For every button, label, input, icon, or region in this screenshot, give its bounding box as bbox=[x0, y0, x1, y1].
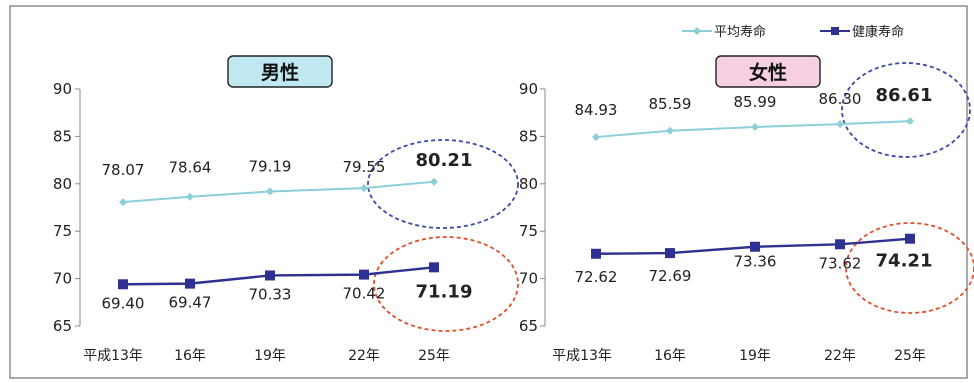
female-chart-title: 女性 bbox=[749, 61, 787, 84]
male-y-tick-label: 75 bbox=[53, 222, 72, 240]
male-title-badge: 男性 bbox=[227, 55, 333, 88]
male-healthy-data-label: 69.47 bbox=[169, 294, 212, 312]
female-y-tick-label: 65 bbox=[519, 317, 538, 335]
legend: 平均寿命 健康寿命 bbox=[682, 24, 904, 40]
female-healthy-point bbox=[905, 233, 915, 244]
male-y-tick-label: 85 bbox=[53, 127, 72, 145]
female-x-tick-label: 22年 bbox=[824, 348, 856, 364]
male-x-tick-label: 19年 bbox=[254, 348, 286, 364]
male-healthy-point bbox=[359, 269, 369, 280]
female-avg-data-label: 85.99 bbox=[734, 93, 777, 111]
male-avg-data-label: 79.19 bbox=[249, 157, 292, 175]
male-y-tick-label: 65 bbox=[53, 317, 72, 335]
female-avg-data-label: 85.59 bbox=[649, 95, 692, 113]
male-avg-point bbox=[266, 187, 274, 196]
legend-healthy-label: 健康寿命 bbox=[852, 24, 904, 40]
male-chart-title: 男性 bbox=[261, 61, 299, 84]
male-y-tick-label: 90 bbox=[53, 80, 72, 98]
female-avg-point bbox=[906, 117, 914, 126]
female-badge-box bbox=[715, 55, 821, 88]
male-avg-point bbox=[360, 184, 368, 193]
charts-layer: 90 85 80 75 70 65 平成13年 16年 19年 22年 25年 78.07 78.64 7… bbox=[53, 80, 933, 364]
female-healthy-highlight-ellipse bbox=[845, 222, 974, 314]
female-avg-highlight-ellipse bbox=[841, 62, 971, 158]
male-avg-point bbox=[430, 177, 438, 186]
female-avg-point bbox=[592, 133, 600, 142]
female-healthy-point bbox=[750, 241, 760, 252]
male-x-tick-label: 22年 bbox=[348, 348, 380, 364]
female-healthy-data-label: 73.62 bbox=[819, 254, 862, 272]
male-healthy-point bbox=[265, 270, 275, 281]
male-avg-data-label: 79.55 bbox=[343, 158, 386, 176]
female-x-tick-label: 25年 bbox=[894, 348, 926, 364]
male-healthy-highlight-ellipse bbox=[373, 236, 519, 332]
male-avg-data-label: 78.07 bbox=[102, 161, 145, 179]
male-x-tick-label: 16年 bbox=[174, 348, 206, 364]
male-avg-highlight-ellipse bbox=[367, 139, 519, 229]
female-healthy-data-label: 73.36 bbox=[734, 253, 777, 271]
male-badge-box bbox=[227, 55, 333, 88]
female-x-tick-label: 19年 bbox=[739, 348, 771, 364]
male-x-tick-label: 25年 bbox=[418, 348, 450, 364]
female-y-tick-label: 75 bbox=[519, 222, 538, 240]
male-avg-point bbox=[186, 192, 194, 201]
female-y-tick-label: 90 bbox=[519, 80, 538, 98]
legend-avg-label: 平均寿命 bbox=[714, 24, 766, 40]
male-healthy-data-label: 70.42 bbox=[343, 285, 386, 303]
female-healthy-point bbox=[591, 248, 601, 259]
male-healthy-data-label: 71.19 bbox=[416, 281, 473, 302]
male-healthy-point bbox=[429, 262, 439, 273]
female-healthy-point bbox=[665, 248, 675, 259]
female-healthy-data-label: 74.21 bbox=[876, 251, 933, 272]
female-x-tick-label: 平成13年 bbox=[552, 348, 612, 364]
male-y-tick-label: 70 bbox=[53, 270, 72, 288]
female-healthy-data-label: 72.62 bbox=[575, 268, 618, 286]
legend-healthy-marker bbox=[831, 27, 839, 35]
male-avg-data-label: 80.21 bbox=[416, 150, 473, 171]
female-y-tick-label: 85 bbox=[519, 127, 538, 145]
female-avg-data-label: 84.93 bbox=[575, 101, 618, 119]
male-avg-point bbox=[119, 198, 127, 207]
female-avg-point bbox=[666, 126, 674, 135]
female-avg-data-label: 86.30 bbox=[819, 90, 862, 108]
female-avg-point bbox=[751, 123, 759, 132]
female-x-tick-label: 16年 bbox=[654, 348, 686, 364]
male-healthy-data-label: 69.40 bbox=[102, 294, 145, 312]
female-healthy-point bbox=[835, 239, 845, 250]
male-y-tick-label: 80 bbox=[53, 175, 72, 193]
male-healthy-point bbox=[185, 278, 195, 289]
female-avg-point bbox=[836, 120, 844, 129]
male-x-tick-label: 平成13年 bbox=[83, 348, 143, 364]
legend-avg-marker bbox=[693, 27, 701, 35]
male-healthy-point bbox=[118, 279, 128, 290]
male-healthy-data-label: 70.33 bbox=[249, 285, 292, 303]
female-y-tick-label: 70 bbox=[519, 270, 538, 288]
female-title-badge: 女性 bbox=[715, 55, 821, 88]
female-avg-data-label: 86.61 bbox=[876, 85, 933, 106]
male-avg-data-label: 78.64 bbox=[169, 159, 212, 177]
female-y-tick-label: 80 bbox=[519, 175, 538, 193]
female-healthy-data-label: 72.69 bbox=[649, 267, 692, 285]
